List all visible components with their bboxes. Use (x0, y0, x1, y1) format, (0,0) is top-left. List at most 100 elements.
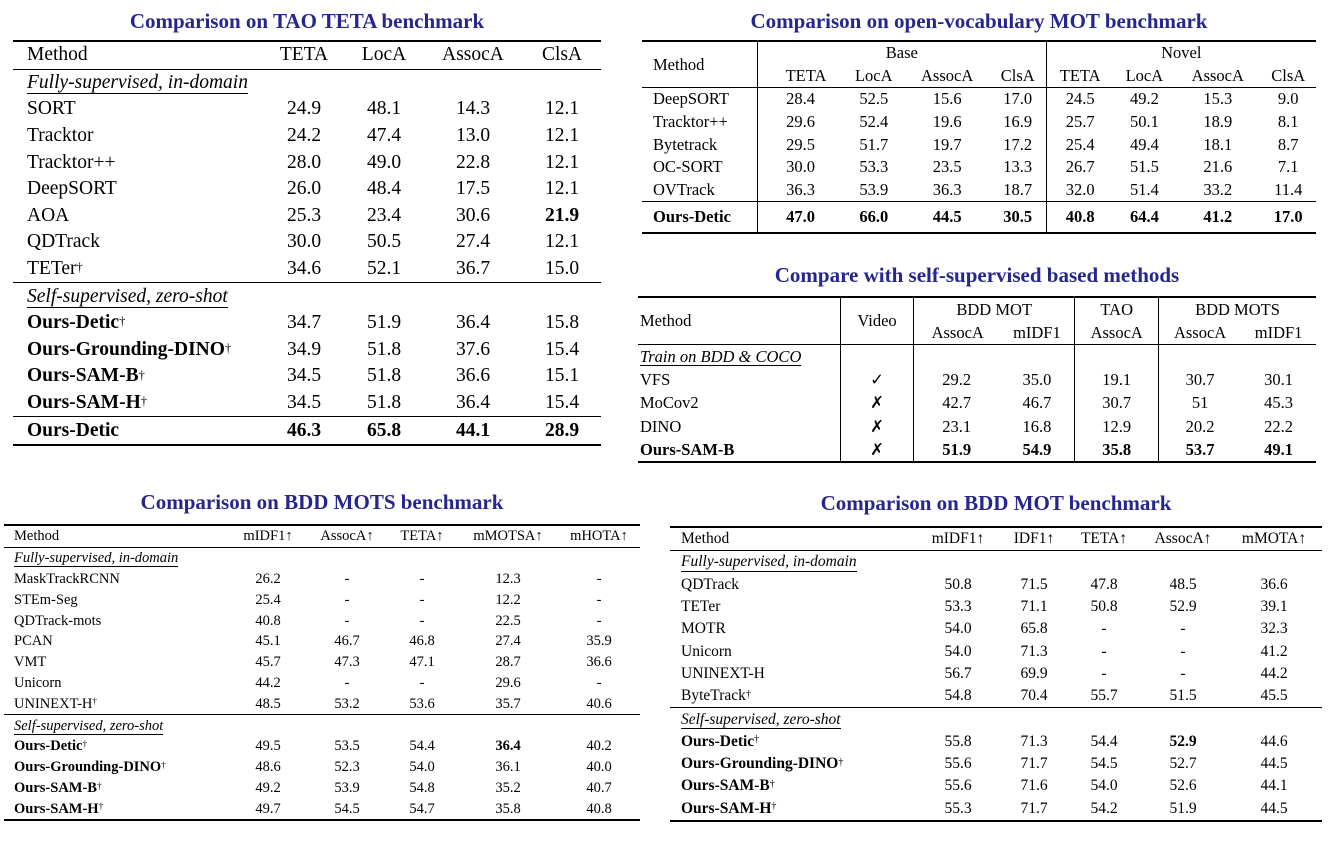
method-name: Tracktor (27, 125, 94, 147)
method-cell: DeepSORT (13, 176, 263, 203)
value-cell: 25.4 (1045, 133, 1114, 156)
value-cell: 51.7 (859, 134, 889, 154)
value-cell: 40.6 (586, 695, 612, 712)
method-cell: Ours-Detic (642, 201, 758, 235)
column-header: mHOTA↑ (558, 523, 640, 548)
value-cell: 27.4 (455, 231, 491, 253)
method-cell: AOA (13, 203, 263, 230)
value-cell: 34.5 (286, 392, 322, 414)
table-row: Ours-SAM-H† 34.5 51.8 36.4 15.4 (13, 390, 601, 417)
dagger-mark: † (76, 260, 83, 275)
value-cell: 13.3 (1003, 157, 1033, 177)
self-supervised-table: Method Video BDD MOT TAO BDD MOTS AssocA mIDF1… (638, 295, 1316, 464)
value-cell: 52.9 (1169, 598, 1197, 616)
value-cell: 44.5 (1260, 755, 1288, 773)
table-row: QDTrack-mots 40.8 - - 22.5 - (4, 610, 640, 631)
value-cell: 34.6 (286, 258, 322, 280)
value-cell: 54.0 (944, 620, 972, 638)
value-cell: 36.1 (495, 759, 521, 776)
cross-mark-icon: ✗ (840, 414, 914, 439)
method-name: OVTrack (653, 179, 715, 199)
table-row: Ours-SAM-B† 49.2 53.9 54.8 35.2 40.7 (4, 778, 640, 799)
table-row: OVTrack 36.3 53.9 36.3 18.7 32.0 51.4 33.2 11.4 (642, 178, 1316, 202)
method-name: MOTR (681, 620, 726, 638)
value-cell: 15.1 (544, 365, 580, 387)
column-header: AssocA (1175, 64, 1261, 89)
value-cell: 16.8 (1022, 416, 1052, 436)
value-cell: 54.5 (1090, 755, 1118, 773)
group-label: Fully-supervised, in-domain (27, 71, 248, 95)
group-header: Base (757, 40, 1047, 65)
method-name: TETer (27, 258, 77, 280)
value-cell: 21.9 (544, 204, 580, 226)
table-row: Tracktor++ 29.6 52.4 19.6 16.9 25.7 50.1 18.9 8.… (642, 110, 1316, 134)
method-cell: Tracktor++ (642, 110, 758, 134)
value-cell: 36.4 (455, 312, 491, 334)
value-cell: 19.7 (932, 134, 962, 154)
value-cell: 18.1 (1203, 134, 1233, 154)
value-cell: 52.4 (859, 112, 889, 132)
group-label-row: Fully-supervised, in-domain (13, 69, 601, 96)
method-name: QDTrack (27, 231, 100, 253)
value-cell: - (1180, 664, 1186, 682)
value-cell: 40.8 (255, 612, 281, 629)
table-row: UNINEXT-H† 48.5 53.2 53.6 35.7 40.6 (4, 693, 640, 714)
value-cell: 47.3 (334, 654, 360, 671)
value-cell: 36.6 (455, 365, 491, 387)
group-label-cell: Self-supervised, zero-shot (4, 714, 640, 736)
value-cell: 14.3 (455, 98, 491, 120)
method-cell: OVTrack (642, 178, 758, 202)
value-cell: 45.3 (1264, 393, 1294, 413)
value-cell: 23.4 (366, 204, 402, 226)
value-cell: 29.6 (786, 112, 815, 132)
value-cell: - (419, 591, 425, 608)
value-cell: 35.7 (495, 695, 521, 712)
value-cell: 50.8 (944, 575, 972, 593)
table-row: Ours-Detic 46.3 65.8 44.1 28.9 (13, 416, 601, 446)
column-header: TETA (757, 64, 844, 89)
value-cell: 52.3 (334, 759, 360, 776)
method-name: STEm-Seg (14, 591, 78, 608)
method-cell: Ours-Grounding-DINO† (13, 337, 263, 364)
method-cell: VMT (4, 652, 228, 673)
method-name: VFS (640, 370, 671, 390)
table-row: Ours-Detic† 34.7 51.9 36.4 15.8 (13, 310, 601, 337)
value-cell: - (596, 612, 602, 629)
table-row: Bytetrack 29.5 51.7 19.7 17.2 25.4 49.4 18.1 8.7 (642, 133, 1316, 156)
value-cell: 49.7 (228, 798, 308, 822)
table-row: Ours-Detic 47.0 66.0 44.5 30.5 40.8 64.4 41.2 17… (642, 201, 1316, 235)
value-cell: 36.7 (455, 258, 491, 280)
method-name: Tracktor++ (27, 151, 116, 173)
value-cell: 54.0 (944, 642, 972, 660)
value-cell: 12.3 (495, 570, 521, 587)
method-name: Ours-Detic (27, 419, 120, 441)
header-row: Method mIDF1↑ IDF1↑ TETA↑ AssocA↑ mMOTA↑ (670, 526, 1322, 552)
table-row: MaskTrackRCNN 26.2 - - 12.3 - (4, 569, 640, 590)
table-row: DeepSORT 26.0 48.4 17.5 12.1 (13, 176, 601, 203)
method-name: AOA (27, 204, 70, 226)
table-row: Unicorn 44.2 - - 29.6 - (4, 673, 640, 694)
dagger-mark: † (98, 802, 104, 813)
value-cell: - (419, 612, 425, 629)
value-cell: 8.1 (1277, 112, 1299, 132)
group-label-row: Self-supervised, zero-shot (13, 282, 601, 310)
table-row: Ours-Detic† 49.5 53.5 54.4 36.4 40.2 (4, 736, 640, 757)
column-header: AssocA↑ (308, 523, 386, 548)
value-cell: 21.6 (1203, 157, 1233, 177)
table-row: QDTrack 30.0 50.5 27.4 12.1 (13, 229, 601, 256)
value-cell: - (344, 612, 350, 629)
panel-title: Comparison on open-vocabulary MOT benchm… (750, 9, 1208, 33)
method-cell: Tracktor++ (13, 149, 263, 176)
value-cell: 54.9 (999, 438, 1075, 464)
group-header: BDD MOT (913, 295, 1075, 322)
column-header: LocA (345, 39, 423, 70)
value-cell: 47.8 (1090, 575, 1118, 593)
dagger-mark: † (138, 367, 145, 382)
value-cell: 35.2 (495, 779, 521, 796)
method-name: Bytetrack (653, 134, 718, 154)
column-header: ClsA (989, 64, 1047, 89)
value-cell: 44.2 (255, 674, 281, 691)
value-cell: 70.4 (1020, 687, 1048, 705)
table-row: Tracktor++ 28.0 49.0 22.8 12.1 (13, 149, 601, 176)
table-row: MOTR 54.0 65.8 - - 32.3 (670, 618, 1322, 640)
